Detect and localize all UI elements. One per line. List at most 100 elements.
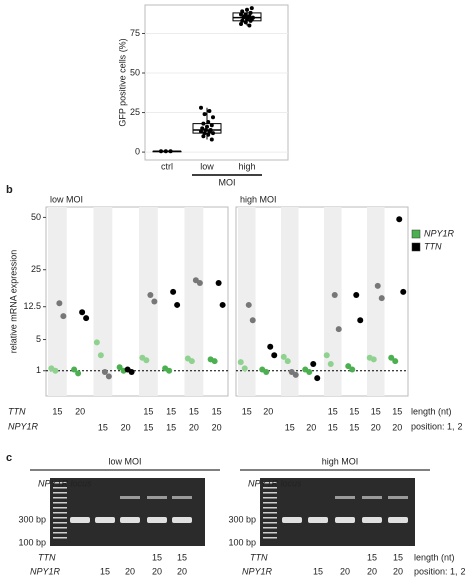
gel-band bbox=[362, 517, 382, 523]
ttn-label: 15 bbox=[143, 406, 153, 416]
y-tick-label: 5 bbox=[36, 334, 41, 344]
legend-swatch bbox=[411, 242, 421, 252]
gel bbox=[260, 478, 415, 546]
point bbox=[209, 123, 214, 128]
ladder-band bbox=[53, 507, 67, 509]
point bbox=[345, 363, 352, 370]
npy1r-label: 20 bbox=[393, 566, 403, 576]
point bbox=[378, 295, 385, 302]
legend-label: NPY1R bbox=[424, 228, 455, 238]
gel-title: high MOI bbox=[322, 456, 359, 466]
point bbox=[151, 298, 158, 305]
point bbox=[52, 367, 59, 374]
y-tick-label: 50 bbox=[130, 67, 140, 77]
point bbox=[219, 301, 226, 308]
point bbox=[202, 131, 207, 136]
panel-label: c bbox=[6, 452, 12, 464]
ladder-band bbox=[263, 522, 277, 524]
gel-band bbox=[388, 517, 408, 523]
x-tick-label: low bbox=[200, 161, 214, 171]
point bbox=[196, 280, 203, 287]
annotation: 2 bbox=[461, 566, 466, 576]
ttn-label: 20 bbox=[263, 406, 273, 416]
point bbox=[247, 14, 252, 19]
gel-band bbox=[147, 517, 167, 523]
y-tick-label: 0 bbox=[135, 146, 140, 156]
column-shade bbox=[367, 207, 385, 396]
npy1r-label: 15 bbox=[285, 422, 295, 432]
ladder-band bbox=[263, 502, 277, 504]
point bbox=[245, 301, 252, 308]
point bbox=[206, 132, 211, 137]
npy1r-label: 20 bbox=[121, 422, 131, 432]
point bbox=[243, 12, 248, 17]
point bbox=[292, 371, 299, 378]
y-axis-label: GFP positive cells (%) bbox=[117, 38, 127, 126]
point bbox=[396, 216, 403, 223]
ladder-band bbox=[263, 527, 277, 529]
ladder-band bbox=[53, 517, 67, 519]
point bbox=[208, 127, 213, 132]
npy1r-label: 20 bbox=[152, 566, 162, 576]
legend-label: TTN bbox=[424, 241, 442, 251]
row-label: NPY1R bbox=[8, 421, 39, 431]
point bbox=[174, 301, 181, 308]
point bbox=[101, 369, 108, 376]
gel-band bbox=[70, 517, 90, 523]
point bbox=[79, 309, 86, 316]
point bbox=[239, 12, 243, 17]
point bbox=[199, 129, 203, 134]
y-tick-label: 1 bbox=[36, 365, 41, 375]
npy1r-label: 15 bbox=[100, 566, 110, 576]
ttn-label: 15 bbox=[166, 406, 176, 416]
point bbox=[203, 127, 208, 132]
point bbox=[392, 358, 399, 365]
ladder-band bbox=[53, 512, 67, 514]
x-axis-label: MOI bbox=[219, 177, 236, 187]
gel-band bbox=[362, 496, 382, 499]
column-shade bbox=[184, 207, 204, 396]
point bbox=[56, 300, 63, 307]
point bbox=[71, 366, 78, 373]
gel-title: low MOI bbox=[108, 456, 141, 466]
point bbox=[331, 291, 338, 298]
point bbox=[93, 339, 100, 346]
ttn-label: 15 bbox=[152, 552, 162, 562]
point bbox=[159, 149, 163, 154]
gel-band bbox=[95, 517, 115, 523]
annotation: length (nt) bbox=[411, 406, 452, 416]
npy1r-label: 15 bbox=[166, 422, 176, 432]
npy1r-label: 20 bbox=[392, 422, 402, 432]
ttn-label: 15 bbox=[52, 406, 62, 416]
point bbox=[209, 137, 214, 142]
row-label: NPY1R bbox=[30, 566, 61, 576]
ttn-label: 15 bbox=[212, 406, 222, 416]
gel-band bbox=[172, 496, 192, 499]
point bbox=[240, 9, 245, 14]
point bbox=[267, 343, 274, 350]
point bbox=[306, 369, 313, 376]
gel-band bbox=[147, 496, 167, 499]
point bbox=[241, 365, 248, 372]
gel-band bbox=[388, 496, 408, 499]
point bbox=[168, 149, 173, 154]
legend-swatch bbox=[411, 229, 421, 239]
point bbox=[400, 288, 407, 295]
ladder-band bbox=[263, 532, 277, 534]
locus-label: NPY1R locus bbox=[248, 478, 302, 488]
point bbox=[263, 369, 270, 376]
npy1r-label: 20 bbox=[212, 422, 222, 432]
facet-title: high MOI bbox=[240, 194, 277, 204]
column-shade bbox=[238, 207, 256, 396]
point bbox=[163, 149, 168, 154]
npy1r-label: 15 bbox=[328, 422, 338, 432]
row-label: TTN bbox=[250, 552, 268, 562]
ladder-band bbox=[53, 527, 67, 529]
npy1r-label: 20 bbox=[367, 566, 377, 576]
point bbox=[201, 134, 206, 139]
point bbox=[271, 352, 278, 359]
point bbox=[314, 375, 321, 382]
y-tick-label: 25 bbox=[130, 107, 140, 117]
point bbox=[388, 354, 395, 361]
